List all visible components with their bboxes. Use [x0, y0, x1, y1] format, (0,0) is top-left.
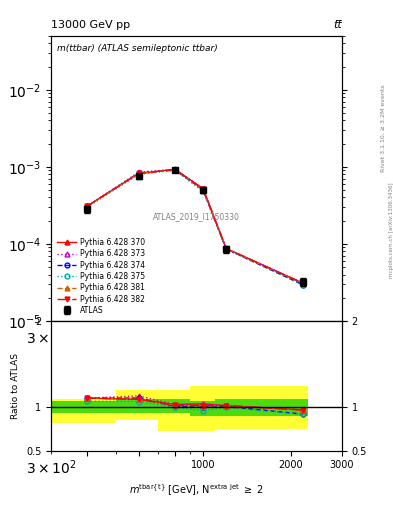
Pythia 6.428 373 — [136, 169, 141, 175]
Pythia 6.428 375 — [300, 282, 305, 288]
Pythia 6.428 381 — [201, 186, 206, 193]
Y-axis label: Ratio to ATLAS: Ratio to ATLAS — [11, 353, 20, 419]
Pythia 6.428 373 — [224, 245, 229, 251]
Pythia 6.428 382 — [201, 186, 206, 193]
Pythia 6.428 382 — [85, 203, 90, 209]
Pythia 6.428 374 — [201, 187, 206, 193]
Pythia 6.428 382 — [224, 245, 229, 251]
Text: ATLAS_2019_I1750330: ATLAS_2019_I1750330 — [153, 212, 240, 222]
Pythia 6.428 370 — [85, 203, 90, 209]
Pythia 6.428 373 — [300, 280, 305, 286]
Text: m(ttbar) (ATLAS semileptonic ttbar): m(ttbar) (ATLAS semileptonic ttbar) — [57, 45, 218, 53]
Pythia 6.428 370 — [224, 245, 229, 251]
Line: Pythia 6.428 375: Pythia 6.428 375 — [85, 168, 305, 287]
Pythia 6.428 381 — [85, 203, 90, 209]
Pythia 6.428 382 — [136, 170, 141, 177]
Pythia 6.428 382 — [173, 166, 177, 173]
Pythia 6.428 374 — [136, 170, 141, 176]
Line: Pythia 6.428 373: Pythia 6.428 373 — [85, 167, 305, 286]
Pythia 6.428 374 — [85, 203, 90, 209]
Pythia 6.428 375 — [224, 246, 229, 252]
Pythia 6.428 374 — [300, 282, 305, 288]
Pythia 6.428 370 — [300, 280, 305, 286]
Pythia 6.428 375 — [173, 167, 177, 174]
Pythia 6.428 375 — [201, 188, 206, 195]
Pythia 6.428 382 — [300, 280, 305, 286]
Y-axis label: 1 / $\sigma$ d$^2\sigma$ / d N$^{\rm extra\ jet}$ d m$^{\rm tbar\{t\}}$ [1/GeV]: 1 / $\sigma$ d$^2\sigma$ / d N$^{\rm ext… — [0, 92, 2, 265]
Pythia 6.428 381 — [173, 166, 177, 173]
Pythia 6.428 381 — [136, 170, 141, 177]
Pythia 6.428 370 — [173, 166, 177, 173]
Pythia 6.428 375 — [136, 171, 141, 177]
Line: Pythia 6.428 370: Pythia 6.428 370 — [85, 167, 305, 286]
Pythia 6.428 370 — [136, 170, 141, 177]
Pythia 6.428 381 — [224, 245, 229, 251]
Pythia 6.428 370 — [201, 186, 206, 192]
Line: Pythia 6.428 381: Pythia 6.428 381 — [85, 167, 305, 286]
Pythia 6.428 381 — [300, 280, 305, 286]
Text: 13000 GeV pp: 13000 GeV pp — [51, 20, 130, 30]
Pythia 6.428 373 — [201, 186, 206, 192]
Pythia 6.428 375 — [85, 204, 90, 210]
Text: Rivet 3.1.10, ≥ 3.2M events: Rivet 3.1.10, ≥ 3.2M events — [381, 84, 386, 172]
Line: Pythia 6.428 374: Pythia 6.428 374 — [85, 167, 305, 287]
Legend: Pythia 6.428 370, Pythia 6.428 373, Pythia 6.428 374, Pythia 6.428 375, Pythia 6: Pythia 6.428 370, Pythia 6.428 373, Pyth… — [55, 236, 147, 317]
Pythia 6.428 373 — [85, 203, 90, 209]
Line: Pythia 6.428 382: Pythia 6.428 382 — [85, 167, 305, 286]
X-axis label: $m^{\rm tbar\{t\}}$ [GeV], N$^{\rm extra\ jet}$ $\geq$ 2: $m^{\rm tbar\{t\}}$ [GeV], N$^{\rm extra… — [129, 482, 264, 498]
Text: mcplots.cern.ch [arXiv:1306.3436]: mcplots.cern.ch [arXiv:1306.3436] — [389, 183, 393, 278]
Pythia 6.428 374 — [173, 167, 177, 173]
Text: tt̅: tt̅ — [333, 20, 342, 30]
Pythia 6.428 373 — [173, 166, 177, 173]
Pythia 6.428 374 — [224, 246, 229, 252]
